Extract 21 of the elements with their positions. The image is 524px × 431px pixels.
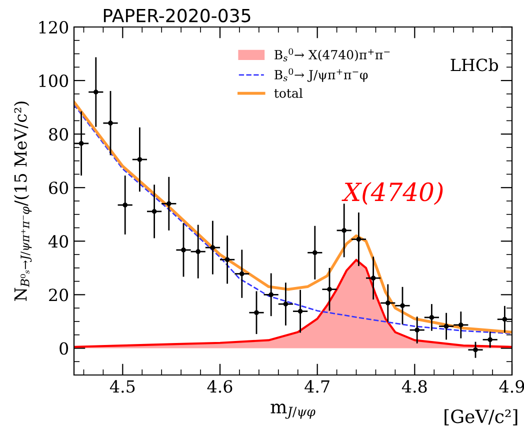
y-tick-label: 80 (49, 128, 68, 141)
y-tick-label: 40 (48, 235, 68, 248)
x-tick-label: 4.6 (207, 380, 232, 393)
x-axis-title: m$_{J/ψφ}$ (270, 404, 316, 419)
legend-label: B$_{s}$$^{0}$→ J/ψπ$^{+}$π$^{−}$φ (274, 68, 368, 82)
y-tick-label: 100 (39, 74, 68, 88)
x-tick-label: 4.5 (110, 380, 135, 393)
x-tick-label: 4.8 (402, 380, 427, 393)
annotation: X(4740) (342, 182, 443, 205)
y-tick-label: 0 (60, 342, 68, 355)
x-tick-label: 4.9 (499, 380, 524, 393)
y-tick-label: 120 (39, 20, 68, 34)
text: [GeV/c²] (444, 409, 518, 426)
annotation: LHCb (450, 58, 498, 72)
legend-label: total (274, 88, 303, 98)
y-tick-label: 60 (49, 182, 68, 194)
legend-label: B$_{s}$$^{0}$→ X(4740)π$^{+}$π$^{−}$ (274, 48, 390, 62)
y-axis-title: N$_{B⁰ₛ→J/ψπ⁺π⁻φ}$/(15 MeV/c²) (14, 102, 32, 301)
y-tick-label: 20 (49, 288, 68, 302)
x-tick-label: 4.7 (304, 380, 330, 393)
text: PAPER-2020-035 (104, 8, 250, 22)
